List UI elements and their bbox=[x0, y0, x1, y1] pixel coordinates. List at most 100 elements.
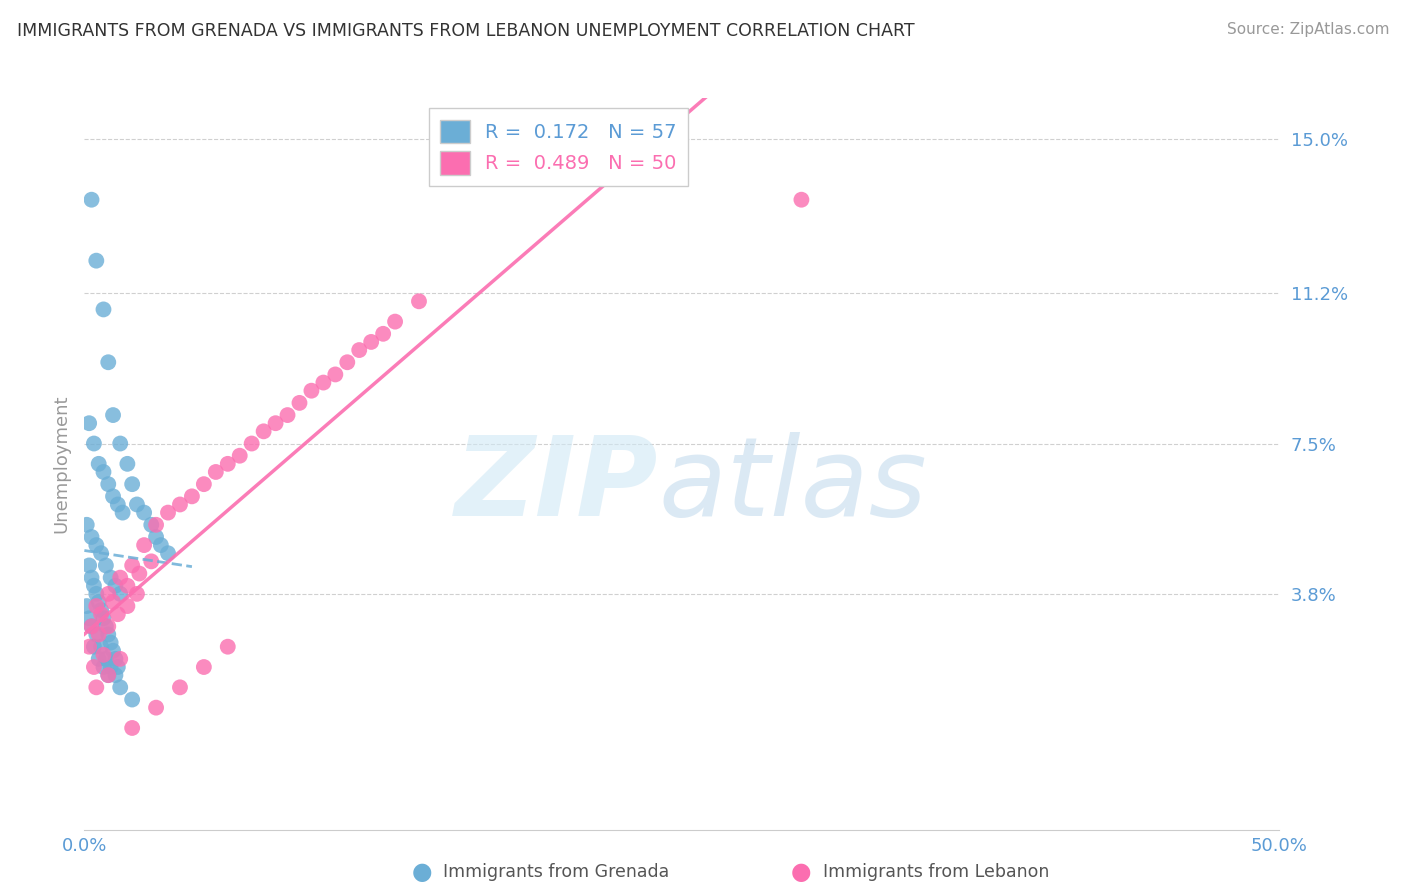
Point bbox=[193, 660, 215, 674]
Text: ●: ● bbox=[412, 861, 432, 884]
Point bbox=[240, 436, 263, 450]
Point bbox=[80, 619, 103, 633]
Point bbox=[117, 579, 139, 593]
Point bbox=[94, 558, 117, 573]
Point bbox=[76, 599, 98, 613]
Point bbox=[121, 477, 143, 491]
Point bbox=[80, 619, 103, 633]
Point bbox=[101, 489, 124, 503]
Text: atlas: atlas bbox=[658, 433, 927, 540]
Point bbox=[97, 587, 120, 601]
Point bbox=[107, 660, 129, 674]
Y-axis label: Unemployment: Unemployment bbox=[52, 394, 70, 533]
Point bbox=[93, 465, 115, 479]
Point bbox=[157, 546, 180, 560]
Point bbox=[97, 668, 120, 682]
Point bbox=[76, 517, 98, 532]
Point bbox=[90, 603, 112, 617]
Point bbox=[93, 660, 115, 674]
Point bbox=[87, 652, 110, 666]
Point bbox=[86, 538, 108, 552]
Point bbox=[94, 619, 117, 633]
Point bbox=[86, 599, 108, 613]
Point bbox=[149, 538, 172, 552]
Point bbox=[100, 660, 122, 674]
Point bbox=[312, 376, 335, 390]
Point bbox=[145, 517, 167, 532]
Point bbox=[104, 579, 127, 593]
Point bbox=[360, 334, 382, 349]
Point bbox=[83, 579, 105, 593]
Point bbox=[104, 652, 127, 666]
Point bbox=[128, 566, 150, 581]
Point bbox=[253, 425, 276, 439]
Point bbox=[104, 668, 127, 682]
Point bbox=[336, 355, 359, 369]
Point bbox=[77, 640, 100, 654]
Text: Source: ZipAtlas.com: Source: ZipAtlas.com bbox=[1226, 22, 1389, 37]
Point bbox=[97, 668, 120, 682]
Point bbox=[86, 681, 108, 695]
Point bbox=[97, 477, 120, 491]
Point bbox=[93, 648, 115, 662]
Point bbox=[264, 416, 287, 430]
Point bbox=[169, 498, 191, 512]
Point bbox=[87, 457, 110, 471]
Point bbox=[145, 530, 167, 544]
Legend: R =  0.172   N = 57, R =  0.489   N = 50: R = 0.172 N = 57, R = 0.489 N = 50 bbox=[429, 108, 689, 186]
Point bbox=[100, 635, 122, 649]
Point bbox=[301, 384, 323, 398]
Point bbox=[217, 640, 239, 654]
Point bbox=[125, 498, 148, 512]
Point bbox=[107, 607, 129, 622]
Point bbox=[217, 457, 239, 471]
Point bbox=[141, 517, 163, 532]
Point bbox=[110, 436, 132, 450]
Text: ●: ● bbox=[792, 861, 811, 884]
Point bbox=[80, 193, 103, 207]
Point bbox=[77, 558, 100, 573]
Point bbox=[141, 554, 163, 568]
Point bbox=[80, 571, 103, 585]
Point bbox=[349, 343, 371, 357]
Point bbox=[110, 587, 132, 601]
Point bbox=[111, 506, 134, 520]
Text: IMMIGRANTS FROM GRENADA VS IMMIGRANTS FROM LEBANON UNEMPLOYMENT CORRELATION CHAR: IMMIGRANTS FROM GRENADA VS IMMIGRANTS FR… bbox=[17, 22, 914, 40]
Point bbox=[277, 408, 299, 422]
Point bbox=[205, 465, 228, 479]
Point bbox=[229, 449, 252, 463]
Point bbox=[408, 294, 430, 309]
Point bbox=[121, 721, 143, 735]
Point bbox=[373, 326, 395, 341]
Point bbox=[107, 498, 129, 512]
Point bbox=[121, 558, 143, 573]
Point bbox=[101, 595, 124, 609]
Point bbox=[132, 538, 156, 552]
Text: Immigrants from Grenada: Immigrants from Grenada bbox=[443, 863, 669, 881]
Point bbox=[93, 302, 115, 317]
Point bbox=[181, 489, 204, 503]
Point bbox=[325, 368, 347, 382]
Point bbox=[117, 457, 139, 471]
Point bbox=[117, 599, 139, 613]
Point bbox=[110, 681, 132, 695]
Point bbox=[94, 652, 117, 666]
Point bbox=[110, 571, 132, 585]
Point bbox=[87, 595, 110, 609]
Point bbox=[110, 652, 132, 666]
Point bbox=[384, 315, 406, 329]
Point bbox=[90, 640, 112, 654]
Point bbox=[97, 619, 120, 633]
Point bbox=[93, 611, 115, 625]
Point bbox=[90, 546, 112, 560]
Point bbox=[83, 436, 105, 450]
Point bbox=[86, 253, 108, 268]
Point bbox=[132, 506, 156, 520]
Point bbox=[90, 607, 112, 622]
Point bbox=[77, 611, 100, 625]
Point bbox=[288, 396, 311, 410]
Point bbox=[87, 627, 110, 641]
Point bbox=[86, 627, 108, 641]
Point bbox=[100, 571, 122, 585]
Point bbox=[790, 193, 813, 207]
